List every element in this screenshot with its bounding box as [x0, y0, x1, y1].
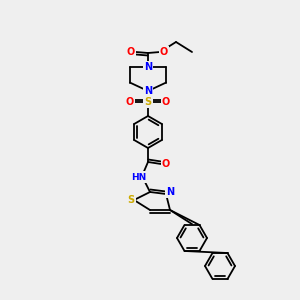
Text: O: O [162, 97, 170, 107]
Text: O: O [127, 47, 135, 57]
Text: O: O [162, 159, 170, 169]
Text: N: N [144, 86, 152, 96]
Text: O: O [160, 47, 168, 57]
Text: S: S [128, 195, 135, 205]
Text: N: N [166, 187, 174, 197]
Text: HN: HN [131, 172, 147, 182]
Text: O: O [126, 97, 134, 107]
Text: N: N [144, 62, 152, 72]
Text: S: S [144, 97, 152, 107]
